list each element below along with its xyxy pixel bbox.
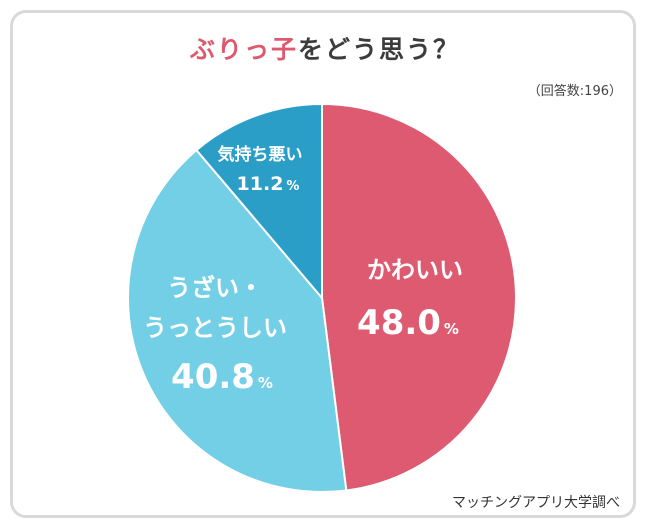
chart-title: ぶりっ子をどう思う？ bbox=[0, 30, 650, 66]
pie-slice-2 bbox=[127, 148, 348, 493]
slice-unit-1: % bbox=[444, 320, 459, 338]
slice-label-3-line-1: 気持ち悪い bbox=[217, 144, 303, 165]
slice-label-2-line-2: うっとうしい bbox=[143, 314, 287, 342]
slice-label-1-line-1: かわいい bbox=[367, 256, 463, 284]
title-accent: ぶりっ子 bbox=[189, 35, 298, 64]
respondent-count: （回答数:196） bbox=[527, 84, 622, 99]
slice-unit-2: % bbox=[258, 374, 273, 392]
slice-unit-3: % bbox=[286, 179, 299, 194]
title-rest: をどう思う？ bbox=[298, 35, 461, 64]
source-credit: マッチングアプリ大学調べ bbox=[452, 495, 620, 511]
pie-slice-3 bbox=[195, 102, 323, 301]
slice-label-2-line-1: うざい・ bbox=[167, 274, 263, 302]
pie-slice-1 bbox=[321, 102, 517, 492]
